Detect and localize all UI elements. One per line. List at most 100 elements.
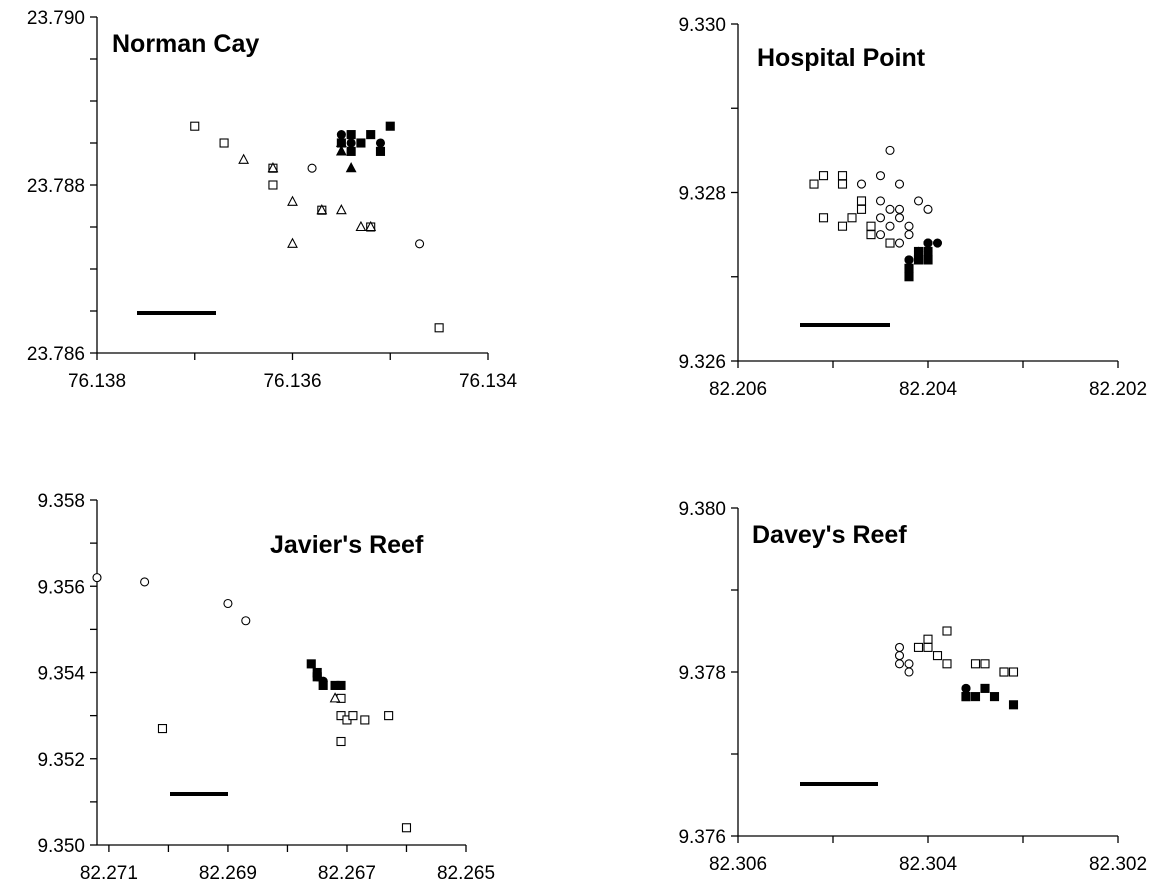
point	[885, 221, 895, 231]
y-tick-label: 9.328	[678, 184, 726, 205]
x-tick-label: 76.138	[68, 371, 126, 392]
point	[384, 711, 394, 721]
x-tick-label: 82.265	[437, 863, 495, 884]
y-tick-label: 9.354	[37, 664, 85, 685]
point	[312, 672, 322, 682]
point	[894, 179, 905, 189]
point	[837, 179, 848, 189]
point	[961, 683, 971, 693]
point	[923, 634, 933, 644]
point	[894, 213, 905, 223]
point	[219, 138, 229, 148]
point	[336, 736, 346, 747]
point	[348, 711, 358, 721]
point	[385, 121, 395, 131]
point	[307, 163, 317, 173]
point	[885, 238, 895, 248]
point	[375, 146, 386, 156]
point	[875, 213, 886, 223]
point	[923, 255, 933, 265]
point	[856, 196, 867, 206]
point	[401, 823, 412, 833]
point	[866, 230, 876, 240]
point	[336, 680, 346, 690]
x-tick-label: 76.134	[459, 371, 518, 392]
point	[1008, 667, 1019, 677]
point	[434, 323, 444, 333]
point	[140, 577, 150, 587]
point	[268, 180, 278, 190]
point	[366, 130, 376, 140]
point	[318, 676, 328, 686]
point	[894, 659, 905, 669]
point	[346, 146, 356, 156]
point	[894, 238, 905, 248]
point	[375, 138, 386, 148]
y-tick-label: 23.786	[27, 344, 85, 365]
point	[913, 642, 924, 652]
point	[360, 715, 370, 725]
point	[932, 238, 943, 248]
y-tick-label: 23.788	[27, 176, 85, 197]
point	[238, 153, 250, 164]
panel-title: Hospital Point	[757, 44, 926, 72]
x-tick-label: 82.304	[899, 854, 958, 875]
point	[904, 230, 914, 240]
point	[818, 171, 829, 181]
y-tick-label: 9.350	[37, 836, 85, 857]
point	[923, 246, 933, 257]
point	[923, 642, 933, 652]
point	[913, 255, 924, 265]
x-tick-label: 82.269	[199, 863, 257, 884]
point	[329, 692, 341, 703]
point	[837, 171, 848, 181]
point	[875, 230, 886, 240]
point	[904, 272, 914, 282]
point	[346, 138, 356, 148]
point	[999, 667, 1009, 677]
point	[970, 659, 981, 669]
x-tick-label: 82.206	[709, 379, 767, 400]
point	[923, 204, 933, 214]
point	[356, 138, 366, 148]
point	[241, 616, 251, 626]
point	[365, 220, 377, 232]
point	[223, 598, 233, 609]
y-tick-label: 9.376	[678, 827, 726, 848]
point	[904, 255, 914, 265]
point	[913, 196, 924, 206]
point	[355, 220, 367, 232]
point	[989, 692, 1000, 702]
y-tick-label: 9.352	[37, 750, 85, 771]
point	[267, 162, 279, 173]
point	[923, 238, 933, 248]
point	[904, 659, 914, 669]
point	[92, 573, 102, 583]
point	[287, 195, 298, 206]
point	[856, 179, 867, 189]
x-tick-label: 82.204	[899, 379, 958, 400]
y-tick-label: 9.356	[37, 577, 85, 598]
point	[809, 179, 819, 189]
panel-title: Davey's Reef	[752, 521, 907, 549]
point	[1008, 700, 1019, 710]
point	[287, 237, 298, 248]
point	[157, 724, 168, 734]
point	[346, 130, 356, 140]
point	[980, 683, 990, 693]
point	[980, 659, 990, 669]
point	[894, 651, 905, 661]
point	[190, 121, 200, 131]
point	[837, 221, 848, 231]
point	[335, 145, 347, 156]
point	[306, 659, 316, 669]
point	[335, 204, 347, 215]
y-tick-label: 9.326	[678, 352, 726, 373]
point	[932, 651, 943, 661]
point	[885, 145, 895, 155]
point	[866, 221, 876, 231]
point	[942, 626, 952, 636]
point	[913, 246, 924, 257]
x-tick-label: 82.202	[1089, 379, 1147, 400]
